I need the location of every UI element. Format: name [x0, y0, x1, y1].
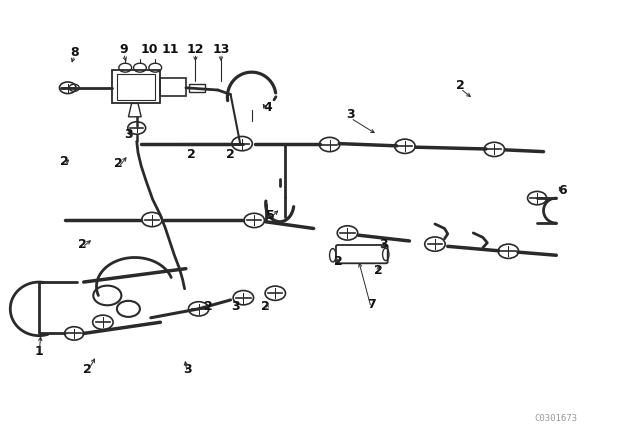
- Text: 2: 2: [187, 148, 195, 161]
- Text: 2: 2: [456, 79, 465, 92]
- Text: 2: 2: [261, 300, 270, 313]
- Bar: [161, 78, 186, 96]
- Text: 9: 9: [119, 43, 127, 56]
- Text: 13: 13: [212, 43, 230, 56]
- Text: 1: 1: [35, 345, 44, 358]
- Text: 2: 2: [83, 362, 92, 376]
- Text: 4: 4: [263, 101, 272, 114]
- Text: 2: 2: [333, 255, 342, 268]
- Text: 6: 6: [558, 184, 567, 197]
- Text: 11: 11: [161, 43, 179, 56]
- Text: 3: 3: [232, 300, 240, 313]
- Text: 3: 3: [380, 237, 388, 250]
- Text: 2: 2: [374, 264, 383, 277]
- Text: 10: 10: [141, 43, 158, 56]
- Text: 5: 5: [266, 209, 275, 222]
- Bar: [189, 84, 205, 92]
- Text: 2: 2: [115, 157, 124, 170]
- Text: C0301673: C0301673: [535, 414, 578, 423]
- Text: 12: 12: [187, 43, 204, 56]
- Text: 7: 7: [367, 298, 376, 311]
- Text: 2: 2: [226, 148, 235, 161]
- Text: 3: 3: [183, 362, 191, 376]
- Text: 2: 2: [78, 237, 87, 250]
- Text: 2: 2: [204, 300, 212, 313]
- Bar: [117, 74, 156, 100]
- Text: 2: 2: [60, 155, 69, 168]
- Text: 3: 3: [346, 108, 355, 121]
- Text: 3: 3: [124, 128, 132, 141]
- Text: 8: 8: [70, 46, 79, 59]
- Bar: [113, 70, 161, 103]
